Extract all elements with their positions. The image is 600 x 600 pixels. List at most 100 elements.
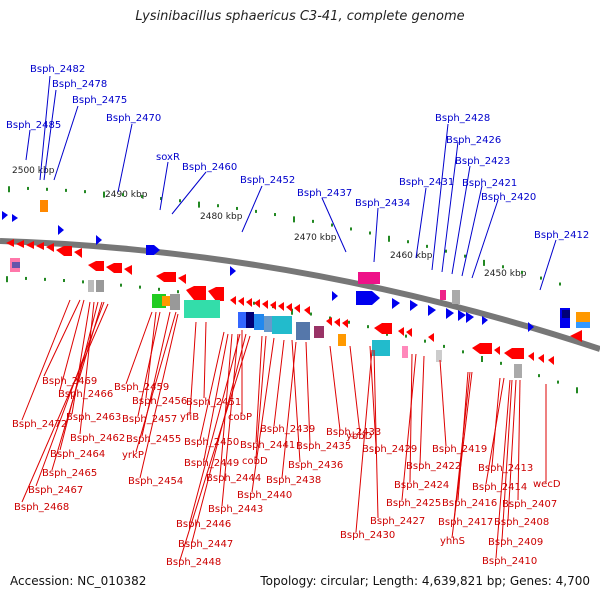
gene-label[interactable]: Bsph_2465 xyxy=(42,468,97,479)
gene-label[interactable]: Bsph_2467 xyxy=(28,485,83,496)
gene-block[interactable] xyxy=(296,322,310,340)
gene-arrow[interactable] xyxy=(294,304,300,313)
gene-label[interactable]: Bsph_2408 xyxy=(494,517,549,528)
gene-label[interactable]: Bsph_2449 xyxy=(184,458,239,469)
gene-label[interactable]: yrkP xyxy=(122,450,144,461)
gene-label[interactable]: Bsph_2426 xyxy=(446,135,501,146)
gene-arrow[interactable] xyxy=(342,319,348,328)
gene-label[interactable]: Bsph_2472 xyxy=(12,419,67,430)
gene-label[interactable]: yhhS xyxy=(440,536,465,547)
gene-arrow[interactable] xyxy=(286,303,292,312)
gene-label[interactable]: Bsph_2434 xyxy=(355,198,410,209)
gene-arrow[interactable] xyxy=(494,346,500,355)
gene-label[interactable]: Bsph_2454 xyxy=(128,476,183,487)
gene-label[interactable]: Bsph_2436 xyxy=(288,460,343,471)
gene-block[interactable] xyxy=(264,316,272,332)
gene-arrow[interactable] xyxy=(410,300,418,311)
gene-arrow[interactable] xyxy=(58,225,64,235)
gene-label[interactable]: Bsph_2407 xyxy=(502,499,557,510)
gene-label[interactable]: Bsph_2416 xyxy=(442,498,497,509)
gene-block[interactable] xyxy=(436,350,442,362)
gene-arrow[interactable] xyxy=(428,333,434,342)
gene-label[interactable]: Bsph_2441 xyxy=(240,440,295,451)
gene-arrow[interactable] xyxy=(56,246,72,256)
gene-block[interactable] xyxy=(358,272,380,284)
gene-label[interactable]: Bsph_2437 xyxy=(297,188,352,199)
gene-label[interactable]: Bsph_2440 xyxy=(237,490,292,501)
gene-arrow[interactable] xyxy=(334,318,340,327)
gene-block[interactable] xyxy=(452,290,460,304)
gene-block[interactable] xyxy=(576,322,590,328)
gene-block[interactable] xyxy=(440,290,446,300)
gene-label[interactable]: Bsph_2414 xyxy=(472,482,527,493)
gene-block[interactable] xyxy=(12,262,20,268)
gene-label[interactable]: Bsph_2420 xyxy=(481,192,536,203)
gene-arrow[interactable] xyxy=(230,296,236,305)
gene-block[interactable] xyxy=(562,310,570,318)
gene-label[interactable]: Bsph_2478 xyxy=(52,79,107,90)
gene-label[interactable]: Bsph_2421 xyxy=(462,178,517,189)
gene-label[interactable]: ybbD xyxy=(346,431,373,442)
gene-arrow[interactable] xyxy=(406,328,412,337)
gene-label[interactable]: wecD xyxy=(533,479,561,490)
gene-arrow[interactable] xyxy=(504,348,524,359)
gene-label[interactable]: Bsph_2443 xyxy=(208,504,263,515)
gene-arrow[interactable] xyxy=(270,301,276,310)
gene-arrow[interactable] xyxy=(458,310,466,321)
gene-label[interactable]: Bsph_2438 xyxy=(266,475,321,486)
gene-label[interactable]: Bsph_2417 xyxy=(438,517,493,528)
gene-label[interactable]: Bsph_2457 xyxy=(122,414,177,425)
gene-block[interactable] xyxy=(162,296,170,306)
gene-label[interactable]: Bsph_2485 xyxy=(6,120,61,131)
gene-label[interactable]: Bsph_2452 xyxy=(240,175,295,186)
gene-arrow[interactable] xyxy=(538,354,544,363)
gene-block[interactable] xyxy=(272,316,292,334)
gene-arrow[interactable] xyxy=(96,235,102,245)
gene-arrow[interactable] xyxy=(106,263,122,273)
gene-block[interactable] xyxy=(40,200,48,212)
gene-arrow[interactable] xyxy=(446,308,454,319)
gene-label[interactable]: Bsph_2466 xyxy=(58,389,113,400)
gene-label[interactable]: Bsph_2459 xyxy=(114,382,169,393)
gene-block[interactable] xyxy=(96,280,104,292)
gene-arrow[interactable] xyxy=(326,317,332,326)
gene-arrow[interactable] xyxy=(36,242,44,250)
gene-block[interactable] xyxy=(170,294,180,310)
gene-label[interactable]: cobP xyxy=(228,412,252,423)
gene-block[interactable] xyxy=(402,346,408,358)
gene-label[interactable]: Bsph_2431 xyxy=(399,177,454,188)
gene-arrow[interactable] xyxy=(2,211,8,220)
gene-arrow[interactable] xyxy=(26,241,34,249)
gene-label[interactable]: Bsph_2482 xyxy=(30,64,85,75)
gene-label[interactable]: Bsph_2451 xyxy=(186,397,241,408)
gene-arrow[interactable] xyxy=(304,306,310,315)
gene-arrow[interactable] xyxy=(356,291,380,305)
gene-arrow[interactable] xyxy=(528,352,534,361)
gene-arrow[interactable] xyxy=(528,322,534,332)
gene-arrow[interactable] xyxy=(16,240,24,248)
gene-arrow[interactable] xyxy=(186,286,206,300)
gene-label[interactable]: soxR xyxy=(156,152,180,163)
gene-arrow[interactable] xyxy=(254,299,260,308)
gene-arrow[interactable] xyxy=(6,239,14,247)
gene-label[interactable]: cobD xyxy=(242,456,268,467)
gene-arrow[interactable] xyxy=(124,265,132,275)
gene-arrow[interactable] xyxy=(230,266,236,276)
gene-label[interactable]: Bsph_2412 xyxy=(534,230,589,241)
gene-label[interactable]: Bsph_2475 xyxy=(72,95,127,106)
gene-block[interactable] xyxy=(576,312,590,322)
gene-label[interactable]: Bsph_2463 xyxy=(66,412,121,423)
gene-arrow[interactable] xyxy=(146,245,160,255)
gene-label[interactable]: Bsph_2422 xyxy=(406,461,461,472)
gene-label[interactable]: Bsph_2409 xyxy=(488,537,543,548)
gene-label[interactable]: Bsph_2469 xyxy=(42,376,97,387)
gene-arrow[interactable] xyxy=(156,272,176,282)
gene-arrow[interactable] xyxy=(262,300,268,309)
gene-block[interactable] xyxy=(254,314,264,330)
gene-arrow[interactable] xyxy=(392,298,400,309)
gene-arrow[interactable] xyxy=(74,248,82,258)
gene-label[interactable]: Bsph_2455 xyxy=(126,434,181,445)
gene-label[interactable]: Bsph_2433 xyxy=(326,427,381,438)
gene-label[interactable]: Bsph_2447 xyxy=(178,539,233,550)
gene-arrow[interactable] xyxy=(374,323,392,334)
